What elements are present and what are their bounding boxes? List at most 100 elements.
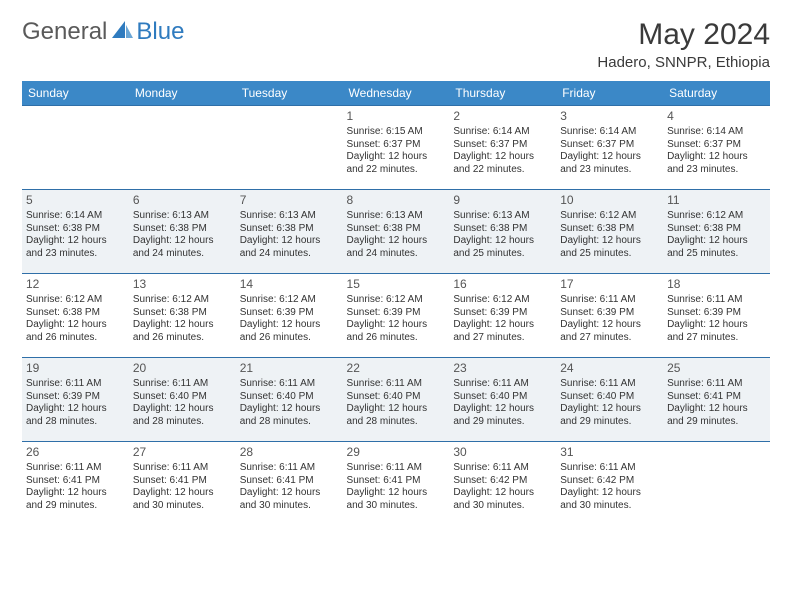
- daylight-text: Daylight: 12 hours and 27 minutes.: [453, 319, 552, 344]
- calendar-week-row: 1Sunrise: 6:15 AMSunset: 6:37 PMDaylight…: [22, 106, 770, 190]
- sunset-text: Sunset: 6:39 PM: [26, 391, 125, 404]
- day-number: 30: [453, 445, 552, 460]
- weekday-header: Sunday: [22, 81, 129, 106]
- calendar-day-cell: 8Sunrise: 6:13 AMSunset: 6:38 PMDaylight…: [343, 190, 450, 274]
- day-number: 6: [133, 193, 232, 208]
- calendar-day-cell: 4Sunrise: 6:14 AMSunset: 6:37 PMDaylight…: [663, 106, 770, 190]
- daylight-text: Daylight: 12 hours and 24 minutes.: [240, 235, 339, 260]
- sunset-text: Sunset: 6:37 PM: [560, 139, 659, 152]
- daylight-text: Daylight: 12 hours and 27 minutes.: [560, 319, 659, 344]
- day-number: 2: [453, 109, 552, 124]
- day-number: 1: [347, 109, 446, 124]
- sunset-text: Sunset: 6:38 PM: [347, 223, 446, 236]
- calendar-day-cell: 13Sunrise: 6:12 AMSunset: 6:38 PMDayligh…: [129, 274, 236, 358]
- sunrise-text: Sunrise: 6:11 AM: [133, 462, 232, 475]
- sunrise-text: Sunrise: 6:13 AM: [453, 210, 552, 223]
- calendar-table: SundayMondayTuesdayWednesdayThursdayFrid…: [22, 81, 770, 526]
- calendar-day-cell: 21Sunrise: 6:11 AMSunset: 6:40 PMDayligh…: [236, 358, 343, 442]
- sunrise-text: Sunrise: 6:11 AM: [240, 378, 339, 391]
- sunrise-text: Sunrise: 6:11 AM: [347, 462, 446, 475]
- daylight-text: Daylight: 12 hours and 23 minutes.: [667, 151, 766, 176]
- calendar-day-cell: 26 Sunrise: 6:11 AMSunset: 6:41 PMDayligh…: [22, 442, 129, 526]
- day-number: 22: [347, 361, 446, 376]
- sunrise-text: Sunrise: 6:12 AM: [667, 210, 766, 223]
- calendar-day-cell: 5Sunrise: 6:14 AMSunset: 6:38 PMDaylight…: [22, 190, 129, 274]
- calendar-day-cell: 10 Sunrise: 6:12 AMSunset: 6:38 PMDayligh…: [556, 190, 663, 274]
- calendar-day-cell: [663, 442, 770, 526]
- sunrise-text: Sunrise: 6:11 AM: [26, 462, 125, 475]
- sunrise-text: Sunrise: 6:11 AM: [667, 378, 766, 391]
- calendar-week-row: 12Sunrise: 6:12 AMSunset: 6:38 PMDayligh…: [22, 274, 770, 358]
- day-number: 12: [26, 277, 125, 292]
- daylight-text: Daylight: 12 hours and 25 minutes.: [560, 235, 659, 260]
- logo-text-1: General: [22, 18, 107, 46]
- top-bar: General Blue May 2024 Hadero, SNNPR, Eth…: [22, 18, 770, 71]
- calendar-day-cell: 14Sunrise: 6:12 AMSunset: 6:39 PMDayligh…: [236, 274, 343, 358]
- logo: General Blue: [22, 18, 184, 46]
- calendar-day-cell: 29 Sunrise: 6:11 AMSunset: 6:41 PMDayligh…: [343, 442, 450, 526]
- sunset-text: Sunset: 6:37 PM: [667, 139, 766, 152]
- sunset-text: Sunset: 6:40 PM: [240, 391, 339, 404]
- sunset-text: Sunset: 6:38 PM: [26, 307, 125, 320]
- sunrise-text: Sunrise: 6:14 AM: [667, 126, 766, 139]
- daylight-text: Daylight: 12 hours and 25 minutes.: [453, 235, 552, 260]
- day-number: 18: [667, 277, 766, 292]
- day-number: 7: [240, 193, 339, 208]
- sunset-text: Sunset: 6:38 PM: [453, 223, 552, 236]
- sunrise-text: Sunrise: 6:11 AM: [560, 294, 659, 307]
- sunrise-text: Sunrise: 6:13 AM: [133, 210, 232, 223]
- daylight-text: Daylight: 12 hours and 29 minutes.: [26, 487, 125, 512]
- calendar-day-cell: 28Sunrise: 6:11 AMSunset: 6:41 PMDayligh…: [236, 442, 343, 526]
- sunrise-text: Sunrise: 6:11 AM: [667, 294, 766, 307]
- day-number: 8: [347, 193, 446, 208]
- calendar-day-cell: 12Sunrise: 6:12 AMSunset: 6:38 PMDayligh…: [22, 274, 129, 358]
- sunrise-text: Sunrise: 6:11 AM: [240, 462, 339, 475]
- sunrise-text: Sunrise: 6:12 AM: [26, 294, 125, 307]
- calendar-week-row: 26Sunrise: 6:11 AMSunset: 6:41 PMDayligh…: [22, 442, 770, 526]
- daylight-text: Daylight: 12 hours and 30 minutes.: [133, 487, 232, 512]
- sunset-text: Sunset: 6:39 PM: [347, 307, 446, 320]
- sunset-text: Sunset: 6:41 PM: [133, 475, 232, 488]
- sunset-text: Sunset: 6:40 PM: [560, 391, 659, 404]
- calendar-day-cell: 25Sunrise: 6:11 AMSunset: 6:41 PMDayligh…: [663, 358, 770, 442]
- day-number: 13: [133, 277, 232, 292]
- sunrise-text: Sunrise: 6:11 AM: [347, 378, 446, 391]
- sunrise-text: Sunrise: 6:11 AM: [560, 378, 659, 391]
- sunrise-text: Sunrise: 6:12 AM: [560, 210, 659, 223]
- daylight-text: Daylight: 12 hours and 26 minutes.: [240, 319, 339, 344]
- day-number: 19: [26, 361, 125, 376]
- daylight-text: Daylight: 12 hours and 29 minutes.: [560, 403, 659, 428]
- day-number: 20: [133, 361, 232, 376]
- daylight-text: Daylight: 12 hours and 26 minutes.: [347, 319, 446, 344]
- daylight-text: Daylight: 12 hours and 28 minutes.: [240, 403, 339, 428]
- daylight-text: Daylight: 12 hours and 30 minutes.: [347, 487, 446, 512]
- daylight-text: Daylight: 12 hours and 22 minutes.: [347, 151, 446, 176]
- sunrise-text: Sunrise: 6:12 AM: [453, 294, 552, 307]
- weekday-header: Thursday: [449, 81, 556, 106]
- day-number: 15: [347, 277, 446, 292]
- calendar-body: 1Sunrise: 6:15 AMSunset: 6:37 PMDaylight…: [22, 106, 770, 526]
- daylight-text: Daylight: 12 hours and 30 minutes.: [453, 487, 552, 512]
- calendar-day-cell: 9Sunrise: 6:13 AMSunset: 6:38 PMDaylight…: [449, 190, 556, 274]
- sunset-text: Sunset: 6:38 PM: [240, 223, 339, 236]
- sunset-text: Sunset: 6:41 PM: [347, 475, 446, 488]
- day-number: 16: [453, 277, 552, 292]
- sunset-text: Sunset: 6:40 PM: [133, 391, 232, 404]
- day-number: 10: [560, 193, 659, 208]
- day-number: 23: [453, 361, 552, 376]
- day-number: 26: [26, 445, 125, 460]
- daylight-text: Daylight: 12 hours and 30 minutes.: [560, 487, 659, 512]
- daylight-text: Daylight: 12 hours and 25 minutes.: [667, 235, 766, 260]
- sunset-text: Sunset: 6:38 PM: [560, 223, 659, 236]
- sunset-text: Sunset: 6:39 PM: [667, 307, 766, 320]
- calendar-day-cell: 1Sunrise: 6:15 AMSunset: 6:37 PMDaylight…: [343, 106, 450, 190]
- calendar-day-cell: 23Sunrise: 6:11 AMSunset: 6:40 PMDayligh…: [449, 358, 556, 442]
- sunrise-text: Sunrise: 6:15 AM: [347, 126, 446, 139]
- day-number: 24: [560, 361, 659, 376]
- sunset-text: Sunset: 6:41 PM: [26, 475, 125, 488]
- calendar-day-cell: 15Sunrise: 6:12 AMSunset: 6:39 PMDayligh…: [343, 274, 450, 358]
- day-number: 29: [347, 445, 446, 460]
- daylight-text: Daylight: 12 hours and 23 minutes.: [26, 235, 125, 260]
- calendar-day-cell: 11Sunrise: 6:12 AMSunset: 6:38 PMDayligh…: [663, 190, 770, 274]
- calendar-day-cell: 7Sunrise: 6:13 AMSunset: 6:38 PMDaylight…: [236, 190, 343, 274]
